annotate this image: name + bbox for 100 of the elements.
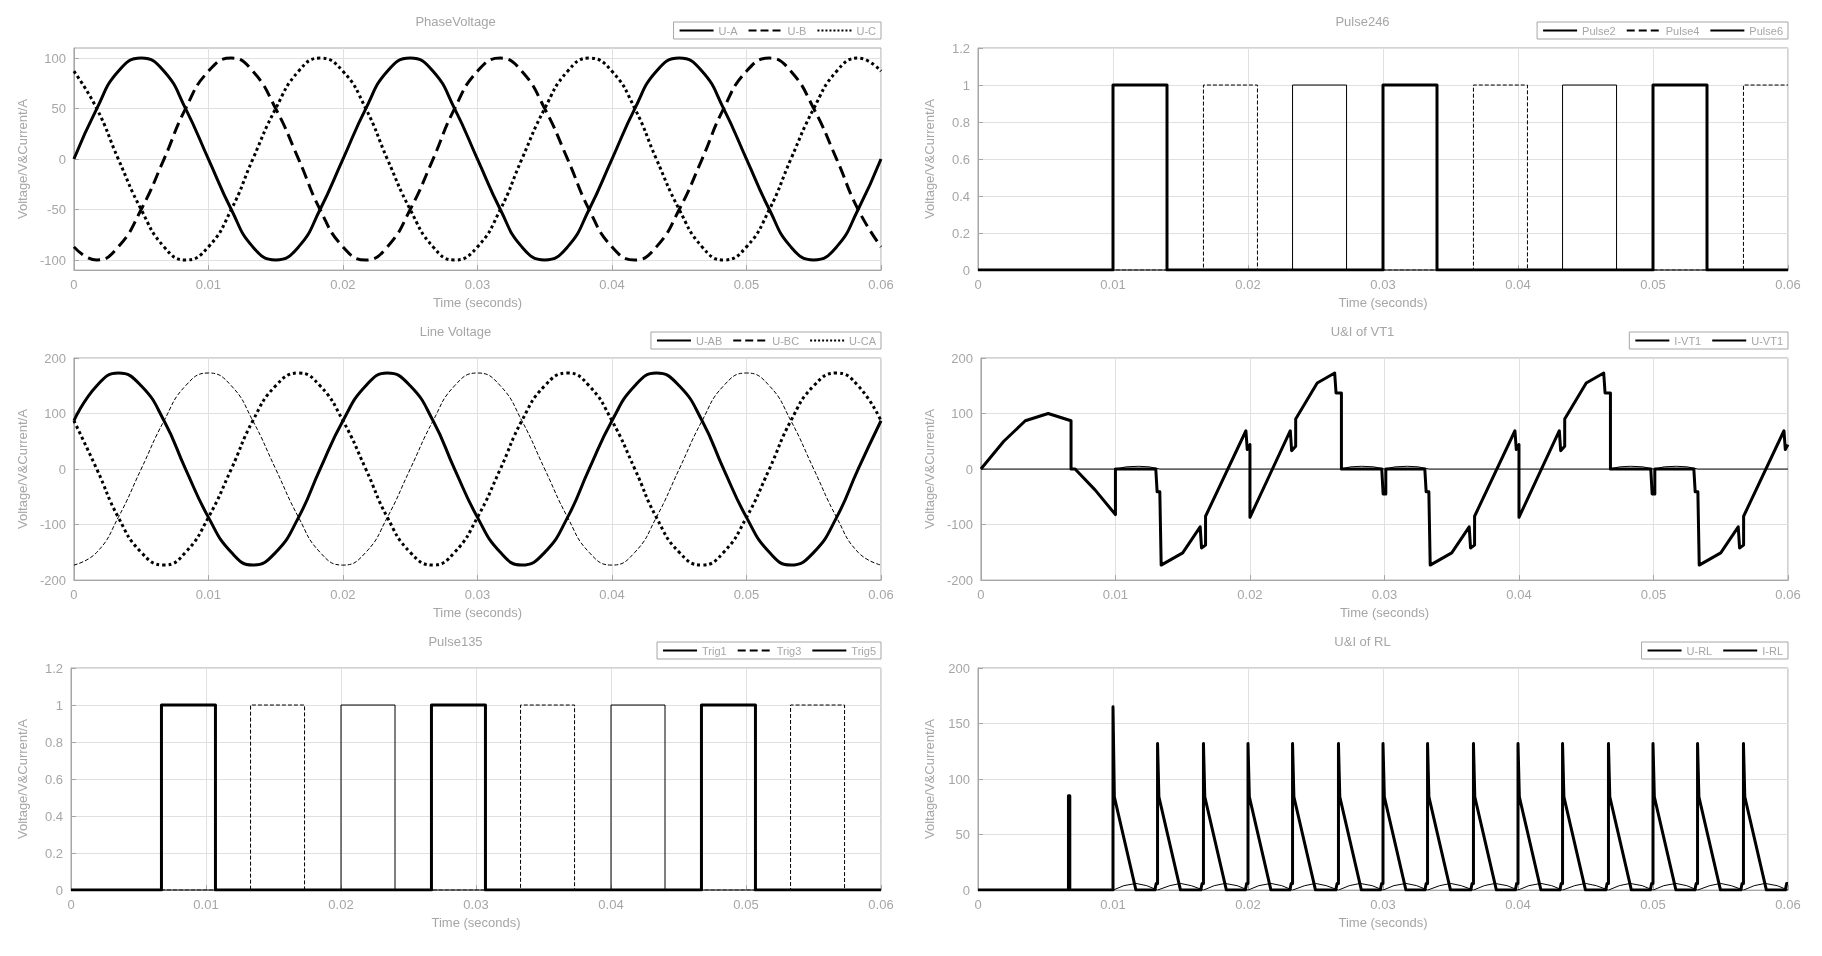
x-tick-label: 0.04 bbox=[1505, 897, 1531, 913]
x-axis-title: Time (seconds) bbox=[432, 605, 523, 620]
x-tick-label: 0.05 bbox=[733, 897, 759, 913]
y-tick-label: 100 bbox=[44, 406, 66, 422]
x-tick-label: 0.02 bbox=[1235, 277, 1261, 293]
x-tick-label: 0.04 bbox=[599, 587, 625, 603]
y-tick-label: 0 bbox=[962, 262, 970, 278]
x-tick-label: 0.04 bbox=[598, 897, 624, 913]
x-tick-label: 0.03 bbox=[1370, 897, 1396, 913]
x-tick-label: 0.04 bbox=[1506, 587, 1532, 603]
legend-label: U-B bbox=[787, 24, 807, 37]
x-tick-label: 0.02 bbox=[330, 587, 356, 603]
legend-label: Trig3 bbox=[776, 644, 802, 657]
x-tick-label: 0.06 bbox=[1775, 277, 1801, 293]
y-axis-title: Voltage/V&Current/A bbox=[15, 408, 30, 530]
legend-label: U-BC bbox=[772, 334, 800, 347]
x-tick-label: 0.02 bbox=[1237, 587, 1263, 603]
legend-label: Pulse4 bbox=[1665, 24, 1700, 37]
legend-label: U-RL bbox=[1686, 644, 1713, 657]
x-axis-title: Time (seconds) bbox=[1338, 295, 1428, 310]
y-tick-label: -100 bbox=[39, 517, 66, 533]
x-tick-label: 0.02 bbox=[328, 897, 354, 913]
y-tick-label: 0.6 bbox=[951, 151, 970, 167]
legend-label: U-VT1 bbox=[1751, 334, 1783, 347]
x-tick-label: 0.01 bbox=[195, 277, 222, 293]
y-tick-label: 0.6 bbox=[44, 771, 63, 787]
y-tick-label: 0.4 bbox=[44, 808, 63, 824]
chart-title: Pulse246 bbox=[1335, 14, 1390, 29]
legend-label: I-RL bbox=[1762, 644, 1783, 657]
x-tick-label: 0.03 bbox=[1370, 277, 1396, 293]
x-tick-label: 0.01 bbox=[1102, 587, 1129, 603]
x-tick-label: 0 bbox=[70, 277, 78, 293]
y-tick-label: -50 bbox=[47, 202, 66, 218]
y-axis-title: Voltage/V&Current/A bbox=[922, 718, 937, 840]
y-tick-label: 0.2 bbox=[951, 225, 970, 241]
y-axis-title: Voltage/V&Current/A bbox=[15, 98, 30, 220]
y-tick-label: 0 bbox=[58, 461, 66, 477]
x-tick-label: 0.05 bbox=[733, 277, 760, 293]
legend-label: Trig1 bbox=[702, 644, 727, 657]
y-tick-label: 100 bbox=[951, 406, 973, 422]
x-tick-label: 0.06 bbox=[1775, 587, 1801, 603]
y-tick-label: -100 bbox=[39, 252, 66, 268]
x-tick-label: 0.01 bbox=[193, 897, 219, 913]
y-tick-label: 150 bbox=[948, 716, 970, 732]
y-tick-label: 200 bbox=[44, 350, 66, 366]
legend-label: Pulse6 bbox=[1749, 24, 1784, 37]
chart-title: Line Voltage bbox=[419, 324, 492, 339]
y-tick-label: 50 bbox=[51, 101, 66, 117]
x-axis-title: Time (seconds) bbox=[432, 295, 523, 310]
y-axis-title: Voltage/V&Current/A bbox=[922, 408, 937, 530]
x-tick-label: 0.01 bbox=[1100, 897, 1126, 913]
x-tick-label: 0.06 bbox=[1775, 897, 1801, 913]
y-tick-label: 0.4 bbox=[951, 188, 970, 204]
x-tick-label: 0.06 bbox=[868, 277, 894, 293]
y-tick-label: 100 bbox=[44, 50, 66, 66]
legend-label: Trig5 bbox=[851, 644, 876, 657]
chart-title: PhaseVoltage bbox=[415, 14, 496, 29]
y-tick-label: 0 bbox=[962, 882, 970, 898]
x-tick-label: 0.01 bbox=[1100, 277, 1126, 293]
x-tick-label: 0.05 bbox=[1640, 277, 1666, 293]
y-tick-label: 1 bbox=[962, 77, 970, 93]
y-tick-label: 0.8 bbox=[951, 114, 970, 130]
x-tick-label: 0 bbox=[70, 587, 78, 603]
y-tick-label: 200 bbox=[951, 350, 973, 366]
x-tick-label: 0.02 bbox=[330, 277, 356, 293]
y-axis-title: Voltage/V&Current/A bbox=[15, 718, 30, 840]
x-tick-label: 0.03 bbox=[464, 587, 491, 603]
y-tick-label: 1 bbox=[55, 697, 63, 713]
y-tick-label: 0 bbox=[58, 151, 66, 167]
legend-label: Pulse2 bbox=[1582, 24, 1616, 37]
x-tick-label: 0.06 bbox=[868, 587, 894, 603]
y-tick-label: -200 bbox=[39, 572, 66, 588]
x-tick-label: 0.03 bbox=[463, 897, 489, 913]
y-tick-label: 1.2 bbox=[951, 40, 970, 56]
x-tick-label: 0 bbox=[977, 587, 985, 603]
y-tick-label: 0 bbox=[55, 882, 63, 898]
legend-label: U-A bbox=[718, 24, 739, 37]
y-tick-label: 0.2 bbox=[44, 845, 63, 861]
x-tick-label: 0.05 bbox=[1640, 897, 1666, 913]
y-tick-label: 100 bbox=[948, 771, 970, 787]
chart-title: U&I of VT1 bbox=[1330, 324, 1395, 339]
x-tick-label: 0.01 bbox=[195, 587, 222, 603]
legend-label: I-VT1 bbox=[1674, 334, 1702, 347]
x-tick-label: 0.03 bbox=[464, 277, 491, 293]
y-tick-label: 200 bbox=[948, 660, 970, 676]
x-axis-title: Time (seconds) bbox=[1338, 915, 1428, 930]
x-tick-label: 0.02 bbox=[1235, 897, 1261, 913]
y-axis-title: Voltage/V&Current/A bbox=[922, 98, 937, 220]
y-tick-label: 1.2 bbox=[44, 660, 63, 676]
x-axis-title: Time (seconds) bbox=[431, 915, 521, 930]
chart-title: U&I of RL bbox=[1334, 634, 1391, 649]
x-tick-label: 0.03 bbox=[1371, 587, 1398, 603]
x-tick-label: 0.05 bbox=[1640, 587, 1667, 603]
x-tick-label: 0.04 bbox=[1505, 277, 1531, 293]
x-axis-title: Time (seconds) bbox=[1339, 605, 1430, 620]
chart-title: Pulse135 bbox=[428, 634, 483, 649]
x-tick-label: 0.05 bbox=[733, 587, 760, 603]
legend-label: U-AB bbox=[695, 334, 723, 347]
legend-label: U-C bbox=[856, 24, 877, 37]
y-tick-label: 50 bbox=[955, 827, 970, 843]
